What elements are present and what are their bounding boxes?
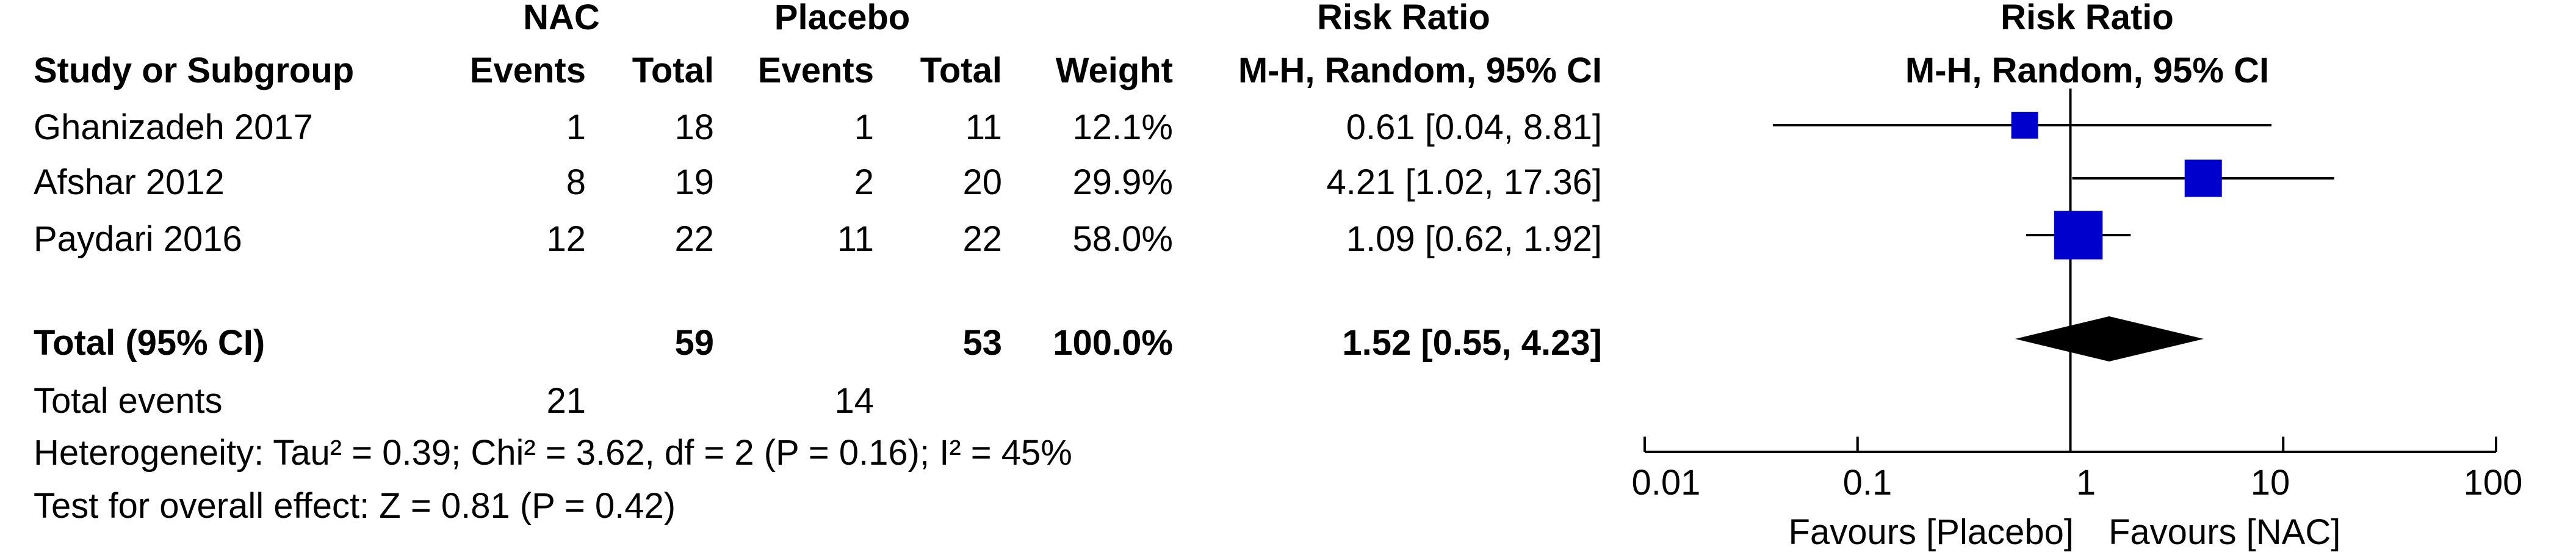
total-total2: 53 [962,323,1002,363]
total-weight: 100.0% [1053,323,1173,363]
study-ci-text: 0.61 [0.04, 8.81] [1346,107,1602,147]
study-marker [2184,159,2222,197]
x-tick-label: 100 [2463,463,2523,503]
study-total1: 19 [674,162,714,202]
total-events-label: Total events [34,381,223,421]
study-weight: 58.0% [1072,219,1173,259]
col-events2-header: Events [757,51,874,90]
study-events1: 8 [566,162,586,202]
x-tick-label: 0.01 [1631,463,1701,503]
risk-ratio-header: Risk Ratio [1317,0,1490,37]
study-total2: 22 [962,219,1002,259]
study-total2: 11 [965,107,1002,147]
risk-ratio-plot-header: Risk Ratio [2001,0,2174,37]
col-events1-header: Events [469,51,586,90]
study-total1: 22 [674,219,714,259]
total-ci-text: 1.52 [0.55, 4.23] [1342,323,1602,363]
study-ci-text: 4.21 [1.02, 17.36] [1326,162,1602,202]
total-events2: 14 [834,381,874,421]
study-weight: 29.9% [1072,162,1173,202]
summary-diamond [2015,316,2204,361]
heterogeneity-text: Heterogeneity: Tau² = 0.39; Chi² = 3.62,… [34,433,1072,473]
study-total2: 20 [962,162,1002,202]
group1-header: NAC [523,0,600,37]
study-events2: 11 [837,219,874,259]
total-events1: 21 [546,381,586,421]
x-tick-label: 0.1 [1842,463,1892,503]
col-weight-header: Weight [1055,51,1173,90]
favours-right-label: Favours [NAC] [2109,512,2341,552]
study-events2: 1 [854,107,874,147]
x-tick-label: 1 [2076,463,2096,503]
favours-left-label: Favours [Placebo] [1788,512,2074,552]
col-method-header: M-H, Random, 95% CI [1238,51,1602,90]
study-events1: 12 [546,219,586,259]
total-label: Total (95% CI) [34,323,265,363]
study-weight: 12.1% [1072,107,1173,147]
study-marker [2054,211,2103,260]
study-name: Paydari 2016 [34,219,242,259]
col-study-header: Study or Subgroup [34,51,355,90]
col-method-plot-header: M-H, Random, 95% CI [1905,51,2270,90]
col-total1-header: Total [632,51,714,90]
study-marker [2011,112,2038,139]
group2-header: Placebo [774,0,911,37]
study-events2: 2 [854,162,874,202]
study-name: Afshar 2012 [34,162,225,202]
x-tick-label: 10 [2250,463,2290,503]
study-name: Ghanizadeh 2017 [34,107,313,147]
study-events1: 1 [566,107,586,147]
overall-effect-text: Test for overall effect: Z = 0.81 (P = 0… [34,486,676,526]
study-total1: 18 [674,107,714,147]
total-total1: 59 [674,323,714,363]
col-total2-header: Total [920,51,1002,90]
study-ci-text: 1.09 [0.62, 1.92] [1346,219,1602,259]
